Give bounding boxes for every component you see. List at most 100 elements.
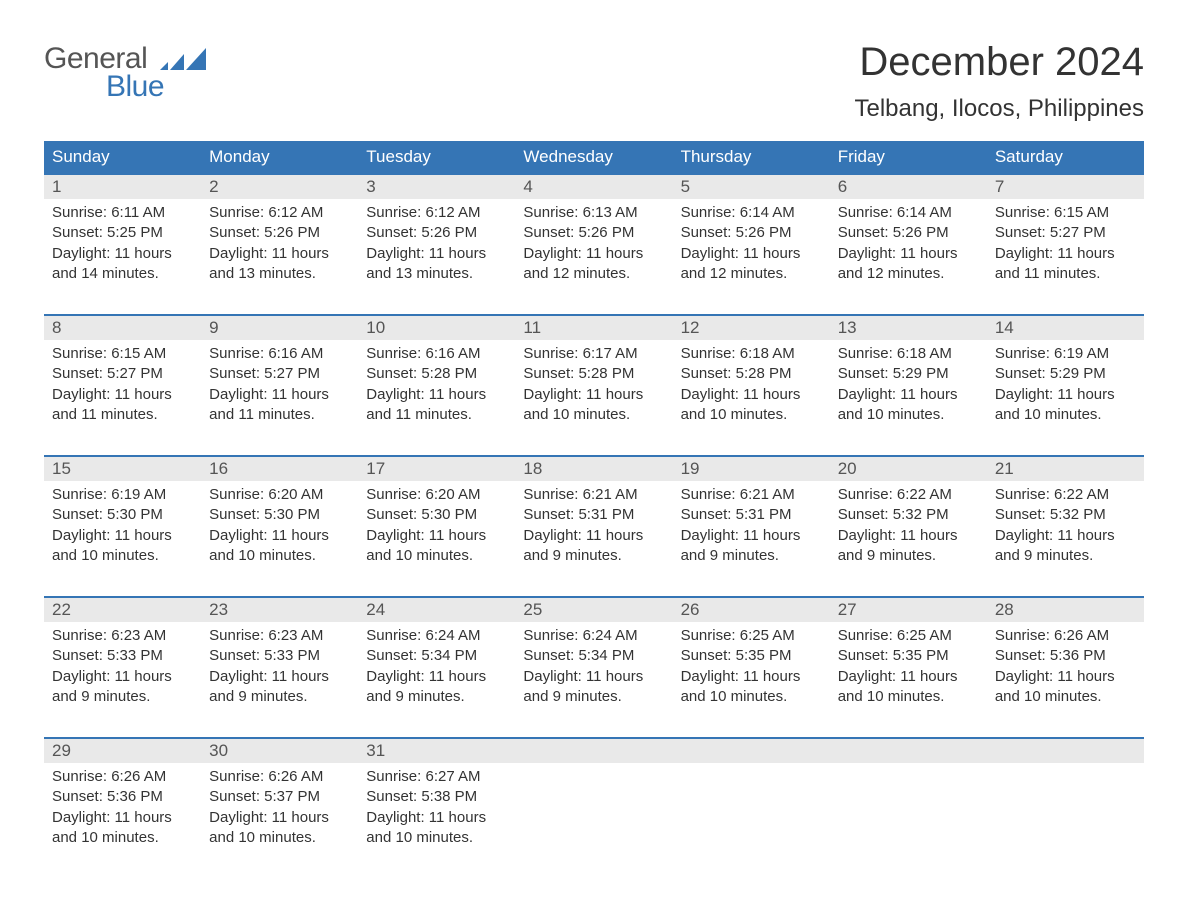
daylight-line2: and 12 minutes.: [523, 264, 664, 284]
day-number: 27: [830, 598, 987, 622]
day-cell: 30Sunrise: 6:26 AMSunset: 5:37 PMDayligh…: [201, 739, 358, 858]
day-cell: [515, 739, 672, 858]
sunrise-text: Sunrise: 6:12 AM: [209, 203, 350, 223]
day-cell: 26Sunrise: 6:25 AMSunset: 5:35 PMDayligh…: [673, 598, 830, 717]
week-row: 15Sunrise: 6:19 AMSunset: 5:30 PMDayligh…: [44, 455, 1144, 576]
day-details: Sunrise: 6:22 AMSunset: 5:32 PMDaylight:…: [987, 481, 1144, 566]
day-details: Sunrise: 6:15 AMSunset: 5:27 PMDaylight:…: [44, 340, 201, 425]
day-cell: 8Sunrise: 6:15 AMSunset: 5:27 PMDaylight…: [44, 316, 201, 435]
day-number: 24: [358, 598, 515, 622]
sunset-text: Sunset: 5:25 PM: [52, 223, 193, 243]
day-details: Sunrise: 6:13 AMSunset: 5:26 PMDaylight:…: [515, 199, 672, 284]
day-cell: 21Sunrise: 6:22 AMSunset: 5:32 PMDayligh…: [987, 457, 1144, 576]
daylight-line2: and 11 minutes.: [366, 405, 507, 425]
sunrise-text: Sunrise: 6:19 AM: [995, 344, 1136, 364]
daylight-line1: Daylight: 11 hours: [209, 385, 350, 405]
sunset-text: Sunset: 5:32 PM: [838, 505, 979, 525]
sunset-text: Sunset: 5:28 PM: [681, 364, 822, 384]
day-details: Sunrise: 6:25 AMSunset: 5:35 PMDaylight:…: [830, 622, 987, 707]
daylight-line2: and 12 minutes.: [681, 264, 822, 284]
day-cell: 16Sunrise: 6:20 AMSunset: 5:30 PMDayligh…: [201, 457, 358, 576]
day-cell: 25Sunrise: 6:24 AMSunset: 5:34 PMDayligh…: [515, 598, 672, 717]
day-cell: 13Sunrise: 6:18 AMSunset: 5:29 PMDayligh…: [830, 316, 987, 435]
day-number: 17: [358, 457, 515, 481]
day-cell: 24Sunrise: 6:24 AMSunset: 5:34 PMDayligh…: [358, 598, 515, 717]
daylight-line2: and 10 minutes.: [209, 828, 350, 848]
day-details: Sunrise: 6:18 AMSunset: 5:29 PMDaylight:…: [830, 340, 987, 425]
day-cell: 2Sunrise: 6:12 AMSunset: 5:26 PMDaylight…: [201, 175, 358, 294]
daylight-line2: and 10 minutes.: [838, 687, 979, 707]
day-cell: [830, 739, 987, 858]
month-title: December 2024: [854, 40, 1144, 85]
sunset-text: Sunset: 5:27 PM: [52, 364, 193, 384]
sunset-text: Sunset: 5:28 PM: [523, 364, 664, 384]
daylight-line2: and 9 minutes.: [681, 546, 822, 566]
day-cell: 17Sunrise: 6:20 AMSunset: 5:30 PMDayligh…: [358, 457, 515, 576]
day-details: Sunrise: 6:26 AMSunset: 5:36 PMDaylight:…: [987, 622, 1144, 707]
day-cell: 12Sunrise: 6:18 AMSunset: 5:28 PMDayligh…: [673, 316, 830, 435]
sunset-text: Sunset: 5:26 PM: [681, 223, 822, 243]
day-details: Sunrise: 6:18 AMSunset: 5:28 PMDaylight:…: [673, 340, 830, 425]
daylight-line2: and 10 minutes.: [838, 405, 979, 425]
sunset-text: Sunset: 5:27 PM: [209, 364, 350, 384]
daylight-line1: Daylight: 11 hours: [366, 385, 507, 405]
day-cell: 23Sunrise: 6:23 AMSunset: 5:33 PMDayligh…: [201, 598, 358, 717]
day-number: 18: [515, 457, 672, 481]
day-number-empty: [987, 739, 1144, 763]
logo-icon: [160, 48, 210, 75]
sunrise-text: Sunrise: 6:23 AM: [209, 626, 350, 646]
daylight-line2: and 11 minutes.: [52, 405, 193, 425]
day-cell: 31Sunrise: 6:27 AMSunset: 5:38 PMDayligh…: [358, 739, 515, 858]
day-details: Sunrise: 6:21 AMSunset: 5:31 PMDaylight:…: [515, 481, 672, 566]
daylight-line1: Daylight: 11 hours: [523, 385, 664, 405]
day-cell: 7Sunrise: 6:15 AMSunset: 5:27 PMDaylight…: [987, 175, 1144, 294]
sunset-text: Sunset: 5:37 PM: [209, 787, 350, 807]
day-number: 4: [515, 175, 672, 199]
daylight-line2: and 9 minutes.: [52, 687, 193, 707]
day-details: Sunrise: 6:20 AMSunset: 5:30 PMDaylight:…: [358, 481, 515, 566]
day-number-empty: [673, 739, 830, 763]
day-details: Sunrise: 6:16 AMSunset: 5:27 PMDaylight:…: [201, 340, 358, 425]
sunset-text: Sunset: 5:35 PM: [681, 646, 822, 666]
daylight-line1: Daylight: 11 hours: [209, 526, 350, 546]
daylight-line1: Daylight: 11 hours: [995, 385, 1136, 405]
sunrise-text: Sunrise: 6:26 AM: [209, 767, 350, 787]
daylight-line1: Daylight: 11 hours: [681, 385, 822, 405]
weekday-header: Thursday: [673, 141, 830, 173]
sunset-text: Sunset: 5:35 PM: [838, 646, 979, 666]
day-cell: 28Sunrise: 6:26 AMSunset: 5:36 PMDayligh…: [987, 598, 1144, 717]
daylight-line1: Daylight: 11 hours: [995, 244, 1136, 264]
day-cell: 4Sunrise: 6:13 AMSunset: 5:26 PMDaylight…: [515, 175, 672, 294]
daylight-line2: and 12 minutes.: [838, 264, 979, 284]
sunset-text: Sunset: 5:36 PM: [995, 646, 1136, 666]
weekday-header: Sunday: [44, 141, 201, 173]
daylight-line1: Daylight: 11 hours: [209, 667, 350, 687]
daylight-line2: and 10 minutes.: [366, 546, 507, 566]
day-number: 3: [358, 175, 515, 199]
day-cell: 1Sunrise: 6:11 AMSunset: 5:25 PMDaylight…: [44, 175, 201, 294]
day-number: 20: [830, 457, 987, 481]
daylight-line2: and 9 minutes.: [838, 546, 979, 566]
daylight-line2: and 10 minutes.: [681, 687, 822, 707]
day-cell: [673, 739, 830, 858]
daylight-line2: and 13 minutes.: [366, 264, 507, 284]
sunrise-text: Sunrise: 6:18 AM: [681, 344, 822, 364]
sunrise-text: Sunrise: 6:20 AM: [209, 485, 350, 505]
weekday-header-row: SundayMondayTuesdayWednesdayThursdayFrid…: [44, 141, 1144, 173]
day-cell: 15Sunrise: 6:19 AMSunset: 5:30 PMDayligh…: [44, 457, 201, 576]
day-details: Sunrise: 6:21 AMSunset: 5:31 PMDaylight:…: [673, 481, 830, 566]
day-number: 10: [358, 316, 515, 340]
daylight-line2: and 13 minutes.: [209, 264, 350, 284]
daylight-line2: and 11 minutes.: [995, 264, 1136, 284]
daylight-line1: Daylight: 11 hours: [209, 244, 350, 264]
day-number: 13: [830, 316, 987, 340]
day-cell: 14Sunrise: 6:19 AMSunset: 5:29 PMDayligh…: [987, 316, 1144, 435]
day-details: Sunrise: 6:26 AMSunset: 5:36 PMDaylight:…: [44, 763, 201, 848]
day-number: 6: [830, 175, 987, 199]
sunset-text: Sunset: 5:30 PM: [209, 505, 350, 525]
day-details: Sunrise: 6:23 AMSunset: 5:33 PMDaylight:…: [201, 622, 358, 707]
location-label: Telbang, Ilocos, Philippines: [854, 95, 1144, 123]
sunset-text: Sunset: 5:33 PM: [52, 646, 193, 666]
day-cell: 19Sunrise: 6:21 AMSunset: 5:31 PMDayligh…: [673, 457, 830, 576]
day-number: 30: [201, 739, 358, 763]
